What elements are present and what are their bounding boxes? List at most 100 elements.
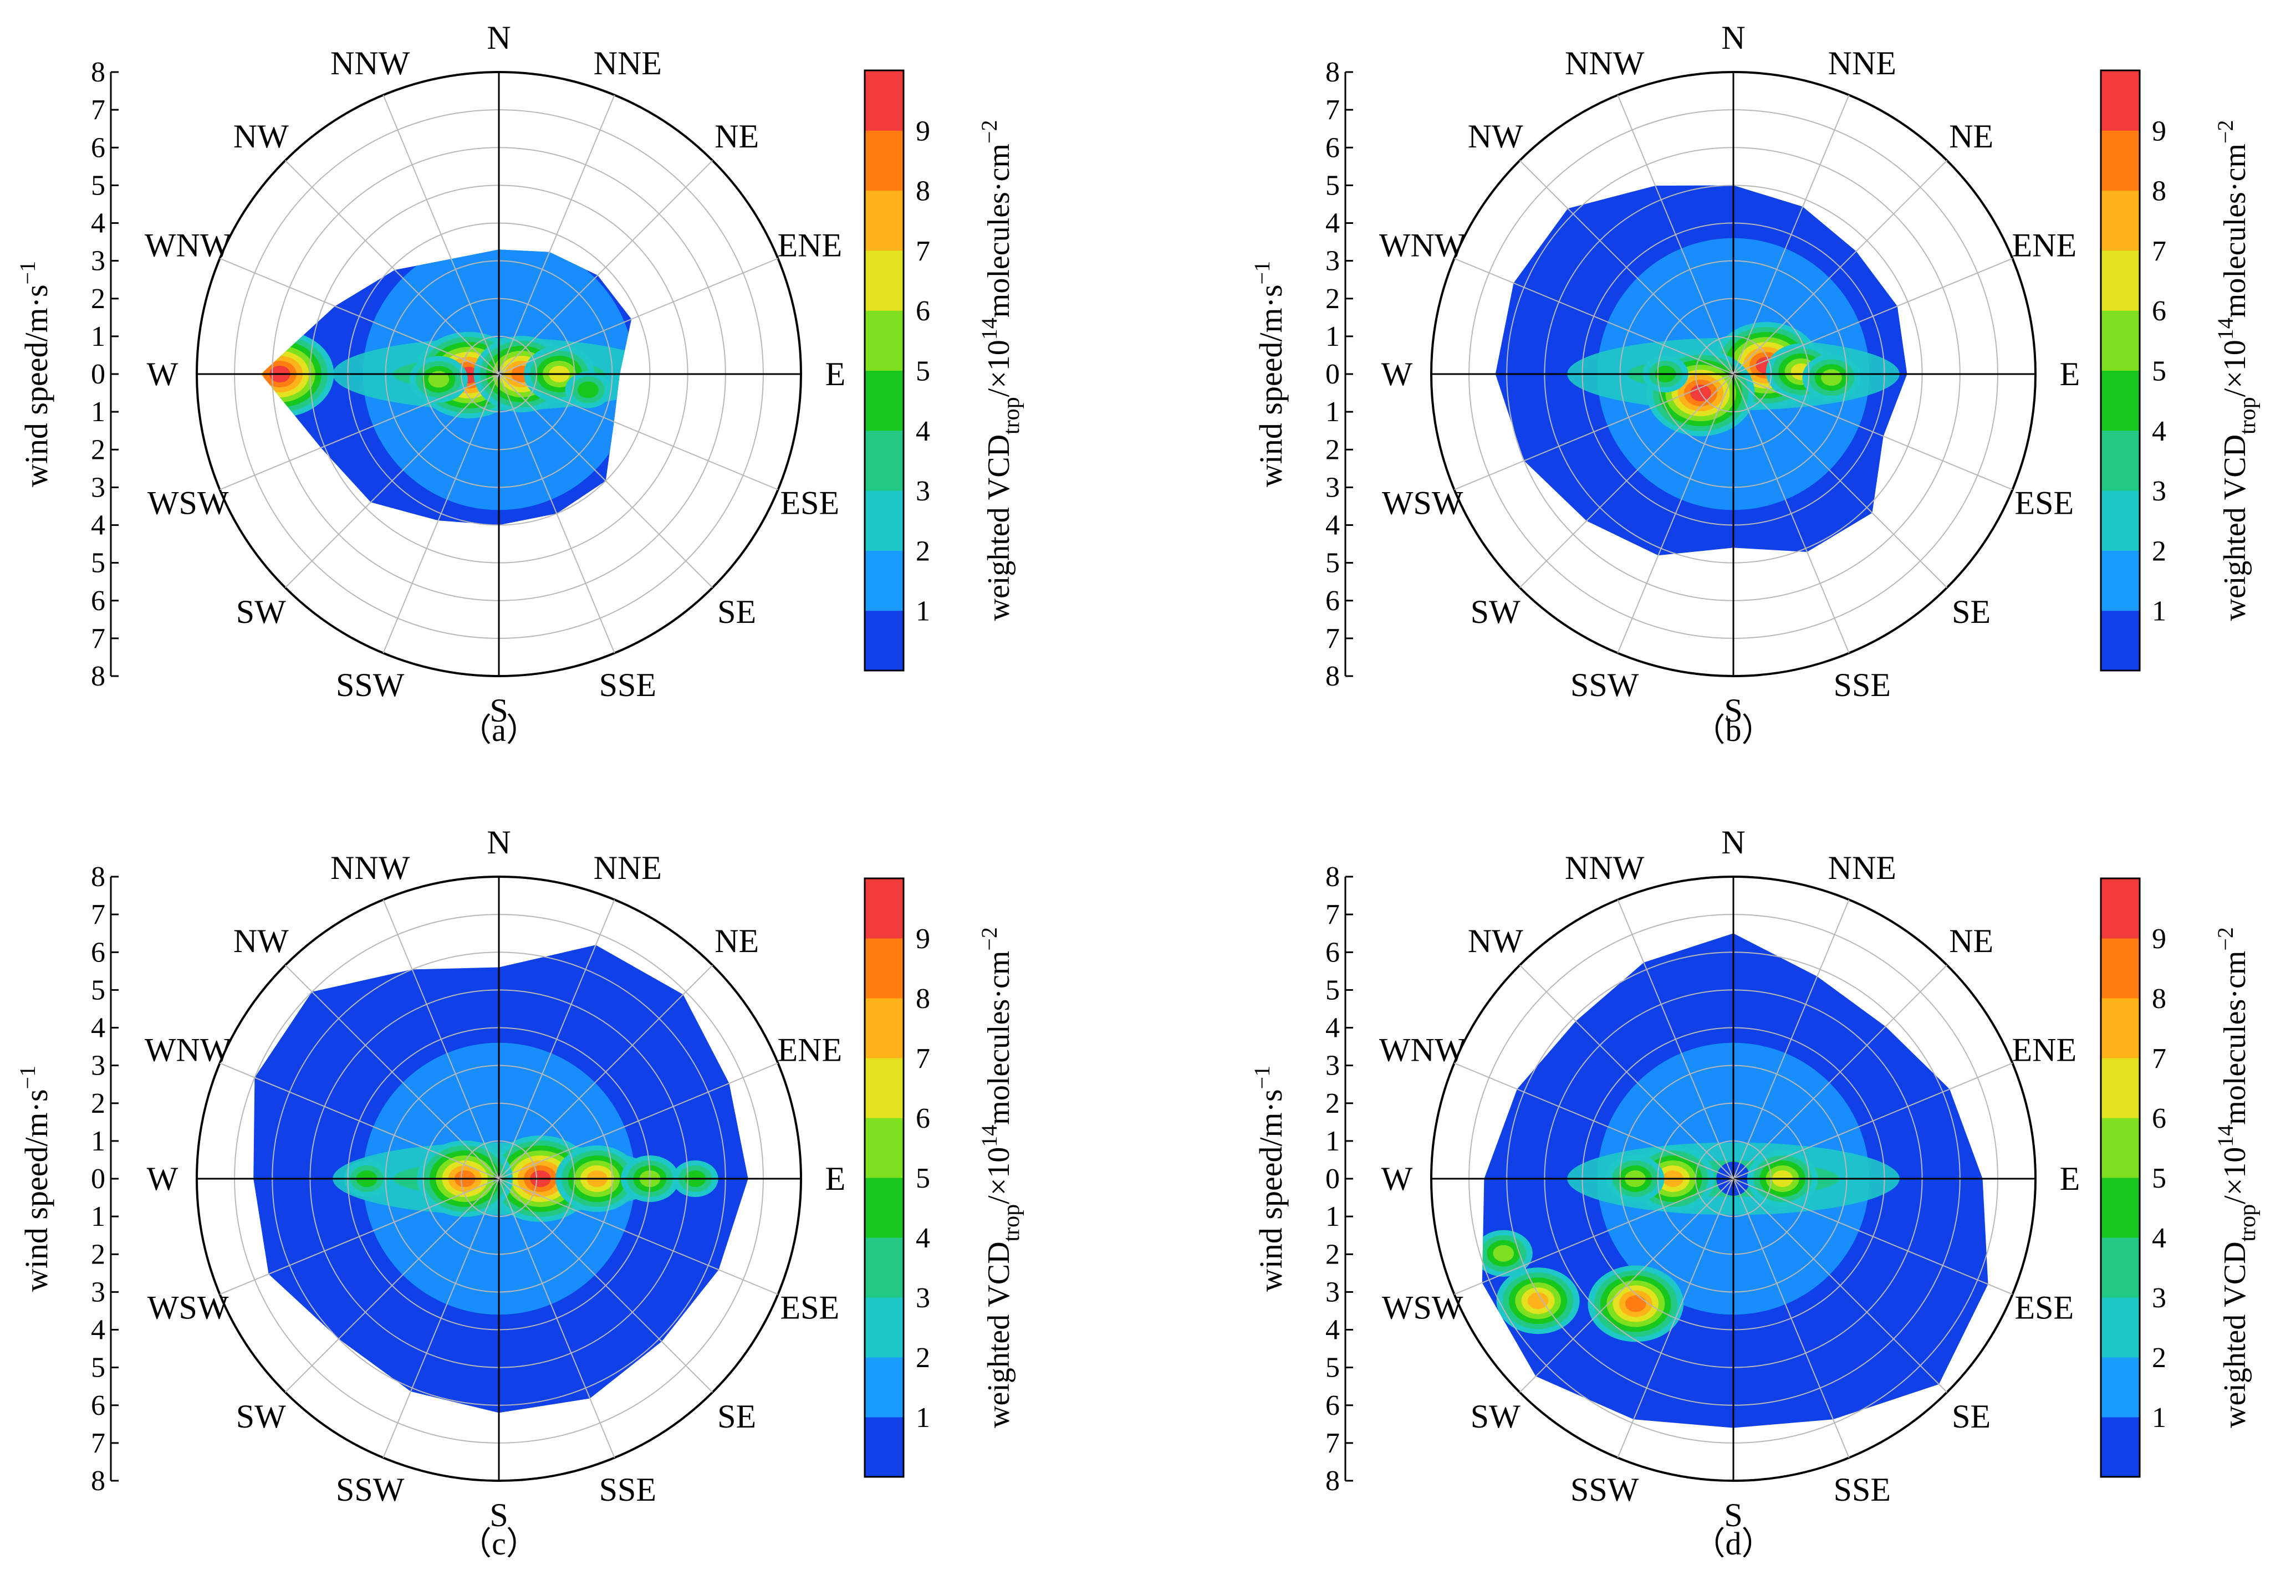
direction-label-sse: SSE: [599, 1471, 656, 1508]
colorbar-tick-label: 8: [2152, 176, 2166, 207]
direction-label-sse: SSE: [1834, 1471, 1891, 1508]
grid-spoke: [1454, 1178, 1734, 1295]
grid-spoke: [1617, 95, 1734, 375]
colorbar-segment: [2101, 70, 2140, 131]
grid-spoke: [1733, 258, 2013, 375]
colorbar-tick-label: 1: [916, 1402, 930, 1434]
colorbar-title: weighted VCDtrop/×1014molecules·cm−2: [977, 120, 1024, 621]
radial-tick-label: 8: [1325, 661, 1340, 692]
direction-label-nw: NW: [233, 923, 289, 959]
radial-tick-label: 1: [1325, 1126, 1340, 1157]
radial-tick-label: 8: [91, 661, 105, 692]
colorbar-title: weighted VCDtrop/×1014molecules·cm−2: [2213, 120, 2261, 621]
polar-grid: [196, 71, 802, 677]
direction-label-se: SE: [1952, 1398, 1991, 1435]
polar-grid: [1430, 71, 2037, 677]
direction-label-nnw: NNW: [1565, 45, 1645, 81]
grid-spoke: [1617, 374, 1734, 653]
direction-label-se: SE: [717, 594, 756, 630]
hotspot: [1482, 1230, 1533, 1277]
direction-label-e: E: [825, 356, 846, 392]
radial-tick-label: 4: [1325, 208, 1340, 239]
direction-label-ene: ENE: [2012, 227, 2076, 264]
radial-tick-label: 4: [1325, 1314, 1340, 1346]
grid-spoke: [1454, 374, 1734, 490]
radial-tick-label: 5: [91, 1352, 105, 1384]
direction-label-n: N: [487, 19, 511, 56]
colorbar-tick-label: 6: [916, 1103, 930, 1134]
colorbar-tick-label: 7: [916, 1043, 930, 1075]
direction-label-e: E: [2060, 1160, 2080, 1197]
direction-label-n: N: [487, 824, 511, 861]
direction-label-ne: NE: [715, 923, 759, 959]
colorbar-tick-label: 2: [2152, 535, 2166, 567]
direction-label-wnw: WNW: [1379, 1032, 1466, 1068]
radial-tick-label: 0: [1325, 1163, 1340, 1195]
colorbar-segment: [865, 1297, 904, 1358]
colorbar-tick-label: 1: [2152, 596, 2166, 627]
grid-spoke: [284, 160, 499, 375]
colorbar-segment: [2101, 1297, 2140, 1358]
colorbar-segment: [865, 1058, 904, 1118]
y-axis-label: wind speed/m·s−1: [15, 1066, 54, 1292]
direction-label-wsw: WSW: [1382, 1289, 1463, 1326]
colorbar-segment: [865, 70, 904, 131]
direction-label-wsw: WSW: [1382, 484, 1463, 521]
radial-tick-label: 6: [1325, 1390, 1340, 1421]
grid-spoke: [1733, 899, 1850, 1179]
direction-label-sw: SW: [236, 1398, 286, 1435]
grid-spoke: [1733, 1178, 1948, 1393]
colorbar-tick-label: 2: [916, 1342, 930, 1374]
grid-spoke: [1733, 374, 2013, 490]
colorbar-segment: [2101, 998, 2140, 1058]
direction-label-ne: NE: [1949, 118, 1993, 155]
radial-tick-label: 4: [91, 1314, 105, 1346]
radial-axis: 8 7 6 5 4 3 2 1 0 1 2 3 4 5 6 7 8: [91, 861, 119, 1497]
direction-label-se: SE: [1952, 594, 1991, 630]
panel-caption: （a）: [460, 712, 538, 748]
colorbar-segment: [865, 250, 904, 311]
radial-tick-label: 6: [91, 1390, 105, 1421]
panel-caption: （b）: [1693, 712, 1773, 748]
direction-label-sw: SW: [236, 594, 286, 630]
colorbar-segment: [2101, 1417, 2140, 1477]
colorbar-segment: [865, 430, 904, 491]
colorbar: 1 2 3 4 5 6 7 8 9 weighted VCDtrop/×1014molecules…: [2100, 69, 2261, 672]
colorbar-tick-label: 9: [916, 923, 930, 955]
radial-tick-label: 2: [91, 1239, 105, 1270]
colorbar-title: weighted VCDtrop/×1014molecules·cm−2: [977, 927, 1024, 1428]
colorbar-segment: [2101, 938, 2140, 999]
colorbar-tick-label: 3: [916, 475, 930, 507]
radial-tick-label: 6: [1325, 132, 1340, 163]
direction-label-nw: NW: [1468, 118, 1523, 155]
colorbar-segment: [2101, 430, 2140, 491]
grid-spoke: [382, 899, 499, 1179]
radial-tick-label: 2: [1325, 1239, 1340, 1270]
direction-label-s: S: [489, 692, 508, 729]
grid-spoke: [498, 160, 713, 375]
colorbar-segment: [2101, 190, 2140, 251]
radial-tick-label: 7: [91, 899, 105, 930]
radial-tick-label: 3: [1325, 472, 1340, 503]
radial-tick-label: 7: [91, 1428, 105, 1459]
radial-axis: 8 7 6 5 4 3 2 1 0 1 2 3 4 5 6 7 8: [1325, 861, 1353, 1497]
hotspot: [1496, 1267, 1580, 1334]
radial-tick-label: 0: [1325, 359, 1340, 390]
grid-spoke: [1617, 899, 1734, 1179]
radial-tick-label: 1: [91, 321, 105, 352]
direction-label-s: S: [1724, 692, 1742, 729]
direction-label-ene: ENE: [2012, 1032, 2076, 1068]
grid-spoke: [220, 1178, 499, 1295]
y-axis-label: wind speed/m·s−1: [1249, 261, 1289, 487]
y-axis-label: wind speed/m·s−1: [1249, 1066, 1289, 1292]
radial-tick-label: 3: [1325, 1276, 1340, 1308]
colorbar-tick-label: 6: [916, 295, 930, 327]
panel-b: N NNE NE ENE E ESE SE SSE S SSW SW WSW W WNW NW NNW 8 7 6 5…: [1249, 19, 2261, 748]
direction-label-wnw: WNW: [1379, 227, 1466, 264]
colorbar-tick-label: 4: [916, 416, 930, 447]
grid-spoke: [284, 964, 499, 1179]
direction-label-ese: ESE: [780, 484, 839, 521]
grid-spoke: [498, 374, 713, 589]
direction-label-wsw: WSW: [147, 484, 229, 521]
direction-label-nne: NNE: [1828, 850, 1896, 886]
